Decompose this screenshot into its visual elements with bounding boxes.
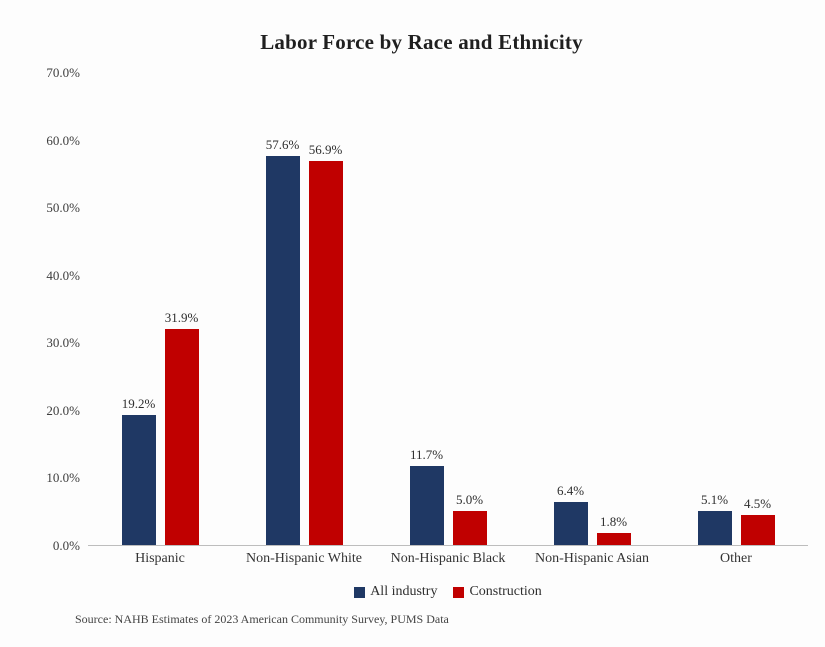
legend-swatch-icon bbox=[453, 586, 465, 598]
bar bbox=[596, 532, 631, 545]
y-axis-tick-label: 10.0% bbox=[46, 470, 80, 486]
x-axis-category-label: Non-Hispanic Black bbox=[390, 551, 506, 566]
x-axis-category-label: Hispanic bbox=[135, 551, 185, 566]
y-axis-tick-label: 40.0% bbox=[46, 267, 80, 283]
bar bbox=[740, 514, 775, 545]
bar-wrap: 4.5% bbox=[740, 495, 775, 545]
x-axis-category-label: Non-Hispanic White bbox=[246, 551, 362, 566]
bar-group: 5.1% 4.5% bbox=[664, 72, 808, 545]
bar-group: 11.7% 5.0% bbox=[376, 72, 520, 545]
legend-item: Construction bbox=[453, 584, 542, 600]
y-axis-tick-label: 20.0% bbox=[46, 402, 80, 418]
bar-wrap: 1.8% bbox=[596, 513, 631, 545]
bar-value-label: 6.4% bbox=[556, 482, 585, 498]
bar-value-label: 11.7% bbox=[409, 446, 444, 462]
bar-wrap: 5.1% bbox=[697, 491, 732, 545]
bar-group: 6.4% 1.8% bbox=[520, 72, 664, 545]
bar bbox=[409, 465, 444, 545]
bar-wrap: 11.7% bbox=[409, 446, 444, 545]
legend: All industry Construction bbox=[88, 584, 808, 600]
bar bbox=[308, 160, 343, 545]
legend-label: All industry bbox=[370, 584, 438, 599]
bar-group: 57.6% 56.9% bbox=[232, 72, 376, 545]
bar-wrap: 6.4% bbox=[553, 482, 588, 545]
chart-body: 0.0% 10.0% 20.0% 30.0% 40.0% 50.0% 60.0% 70.0% … bbox=[35, 65, 808, 553]
bar-wrap: 57.6% bbox=[265, 136, 300, 545]
bar-value-label: 1.8% bbox=[599, 513, 628, 529]
bar-wrap: 5.0% bbox=[452, 492, 487, 545]
y-axis: 0.0% 10.0% 20.0% 30.0% 40.0% 50.0% 60.0% 70.0% bbox=[35, 65, 88, 553]
bar-value-label: 5.1% bbox=[700, 491, 729, 507]
bar-value-label: 31.9% bbox=[164, 310, 199, 326]
bar-wrap: 19.2% bbox=[121, 396, 156, 545]
bar-value-label: 5.0% bbox=[455, 492, 484, 508]
y-axis-tick-label: 70.0% bbox=[46, 65, 80, 80]
bar-value-label: 4.5% bbox=[743, 495, 772, 511]
bar-value-label: 19.2% bbox=[121, 396, 156, 412]
bar bbox=[697, 510, 732, 545]
bar-value-label: 56.9% bbox=[308, 141, 343, 157]
bar bbox=[121, 415, 156, 545]
source-note: Source: NAHB Estimates of 2023 American … bbox=[75, 612, 449, 626]
x-axis-category-label: Other bbox=[720, 551, 752, 566]
y-axis-tick-label: 30.0% bbox=[46, 335, 80, 351]
bar bbox=[553, 501, 588, 545]
x-axis: Hispanic Non-Hispanic White Non-Hispanic B… bbox=[88, 551, 808, 567]
bar bbox=[164, 329, 199, 545]
y-axis-tick-label: 0.0% bbox=[52, 538, 80, 553]
legend-item: All industry bbox=[354, 584, 437, 600]
bar-wrap: 31.9% bbox=[164, 310, 199, 545]
legend-swatch-icon bbox=[354, 586, 366, 598]
plot-area: 19.2% 31.9% 57.6% 56.9% 11.7% 5.0% 6.4% 1.8% 5.1… bbox=[88, 72, 808, 546]
bar bbox=[265, 155, 300, 545]
chart-title: Labor Force by Race and Ethnicity bbox=[260, 30, 583, 54]
y-axis-tick-label: 50.0% bbox=[46, 200, 80, 216]
bar-wrap: 56.9% bbox=[308, 141, 343, 545]
y-axis-tick-label: 60.0% bbox=[46, 132, 80, 148]
bar bbox=[452, 511, 487, 545]
bar-group: 19.2% 31.9% bbox=[88, 72, 232, 545]
x-axis-category-label: Non-Hispanic Asian bbox=[535, 551, 649, 566]
bar-groups: 19.2% 31.9% 57.6% 56.9% 11.7% 5.0% 6.4% 1.8% 5.1… bbox=[88, 72, 808, 545]
legend-label: Construction bbox=[469, 584, 542, 599]
bar-value-label: 57.6% bbox=[265, 136, 300, 152]
